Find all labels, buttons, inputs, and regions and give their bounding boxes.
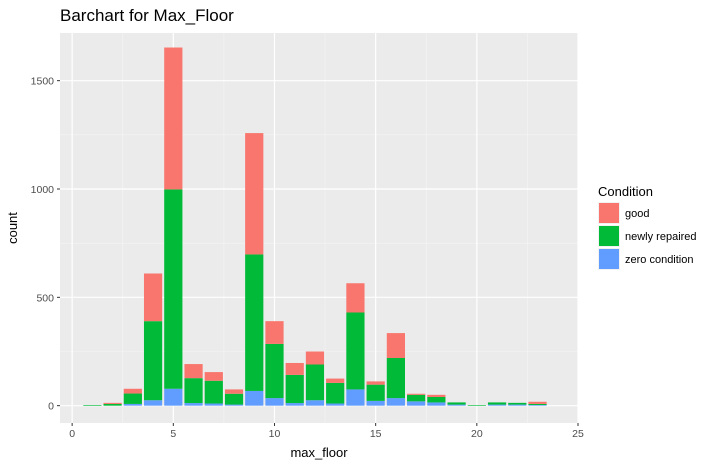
bar-zero-condition-3	[123, 403, 142, 406]
bar-good-16	[386, 333, 405, 358]
x-tick-label: 5	[170, 428, 176, 440]
bar-good-6	[184, 364, 203, 379]
legend-swatch-good	[599, 203, 619, 223]
x-tick-label: 15	[370, 428, 382, 440]
bar-good-4	[143, 273, 163, 322]
bar-zero-condition-5	[164, 388, 183, 406]
bar-zero-condition-10	[265, 398, 284, 406]
bar-newly-repaired-6	[184, 378, 203, 404]
bar-good-14	[346, 283, 365, 313]
bar-good-23	[528, 401, 547, 404]
bar-newly-repaired-17	[407, 394, 426, 402]
bar-newly-repaired-23	[528, 403, 547, 406]
bar-newly-repaired-12	[305, 364, 325, 401]
bar-newly-repaired-4	[143, 321, 163, 401]
bar-zero-condition-12	[305, 400, 325, 406]
y-axis: 0 500 1000 1500	[31, 76, 60, 413]
bar-good-7	[204, 372, 223, 381]
bar-newly-repaired-20	[467, 405, 486, 406]
y-tick-label: 500	[36, 292, 54, 304]
bar-good-2	[103, 402, 122, 404]
legend-swatch-newly-repaired	[599, 226, 619, 246]
chart-title: Barchart for Max_Floor	[60, 6, 234, 25]
bar-newly-repaired-19	[447, 402, 466, 405]
bar-zero-condition-17	[407, 401, 426, 406]
y-tick-label: 0	[48, 401, 54, 413]
bar-good-18	[427, 394, 446, 397]
x-tick-label: 25	[572, 428, 584, 440]
bar-newly-repaired-11	[285, 374, 304, 404]
bar-newly-repaired-3	[123, 393, 142, 404]
bar-newly-repaired-21	[487, 402, 507, 405]
bar-newly-repaired-14	[346, 312, 365, 390]
bar-good-13	[326, 378, 345, 383]
bar-zero-condition-15	[366, 400, 385, 406]
bar-good-5	[164, 47, 183, 190]
bar-newly-repaired-8	[224, 393, 244, 405]
bar-zero-condition-22	[508, 404, 527, 406]
bar-newly-repaired-1	[83, 405, 102, 406]
x-tick-label: 20	[471, 428, 483, 440]
bar-newly-repaired-5	[164, 189, 183, 389]
x-tick-label: 0	[69, 428, 75, 440]
bar-newly-repaired-15	[366, 384, 385, 401]
bar-good-15	[366, 381, 385, 385]
legend: Condition good newly repaired zero conditi…	[598, 184, 697, 270]
bar-newly-repaired-13	[326, 382, 345, 404]
bar-newly-repaired-16	[386, 358, 405, 399]
bar-zero-condition-16	[386, 398, 405, 406]
legend-label-newly-repaired: newly repaired	[625, 231, 697, 243]
bar-zero-condition-7	[204, 403, 223, 406]
bar-good-8	[224, 389, 244, 394]
bar-zero-condition-14	[346, 389, 365, 406]
x-axis-title: max_floor	[290, 445, 348, 460]
bar-zero-condition-9	[245, 390, 264, 406]
bar-newly-repaired-10	[265, 343, 284, 399]
y-tick-label: 1500	[31, 76, 55, 88]
legend-swatch-zero-condition	[599, 249, 619, 269]
bar-newly-repaired-7	[204, 380, 223, 404]
bar-good-10	[265, 321, 284, 344]
bar-good-9	[245, 133, 264, 255]
bar-good-17	[407, 393, 426, 395]
bar-good-11	[285, 362, 304, 375]
bar-good-3	[123, 388, 142, 394]
legend-title: Condition	[598, 184, 653, 199]
y-axis-title: count	[5, 212, 20, 244]
legend-label-good: good	[625, 208, 649, 220]
bar-zero-condition-4	[143, 400, 163, 406]
bar-zero-condition-18	[427, 402, 446, 406]
bars	[83, 47, 547, 406]
bar-zero-condition-21	[487, 404, 507, 406]
bar-zero-condition-23	[528, 405, 547, 406]
y-tick-label: 1000	[31, 184, 55, 196]
bar-newly-repaired-9	[245, 254, 264, 391]
bar-zero-condition-11	[285, 403, 304, 406]
bar-zero-condition-8	[224, 404, 244, 406]
bar-newly-repaired-22	[508, 402, 527, 405]
bar-newly-repaired-2	[103, 403, 122, 406]
bar-zero-condition-6	[184, 403, 203, 406]
bar-newly-repaired-18	[427, 397, 446, 403]
x-axis: 0 5 10 15 20 25	[69, 423, 584, 440]
legend-label-zero-condition: zero condition	[625, 254, 694, 266]
bar-good-12	[305, 351, 325, 365]
bar-zero-condition-19	[447, 404, 466, 406]
x-tick-label: 10	[269, 428, 281, 440]
bar-zero-condition-13	[326, 403, 345, 406]
